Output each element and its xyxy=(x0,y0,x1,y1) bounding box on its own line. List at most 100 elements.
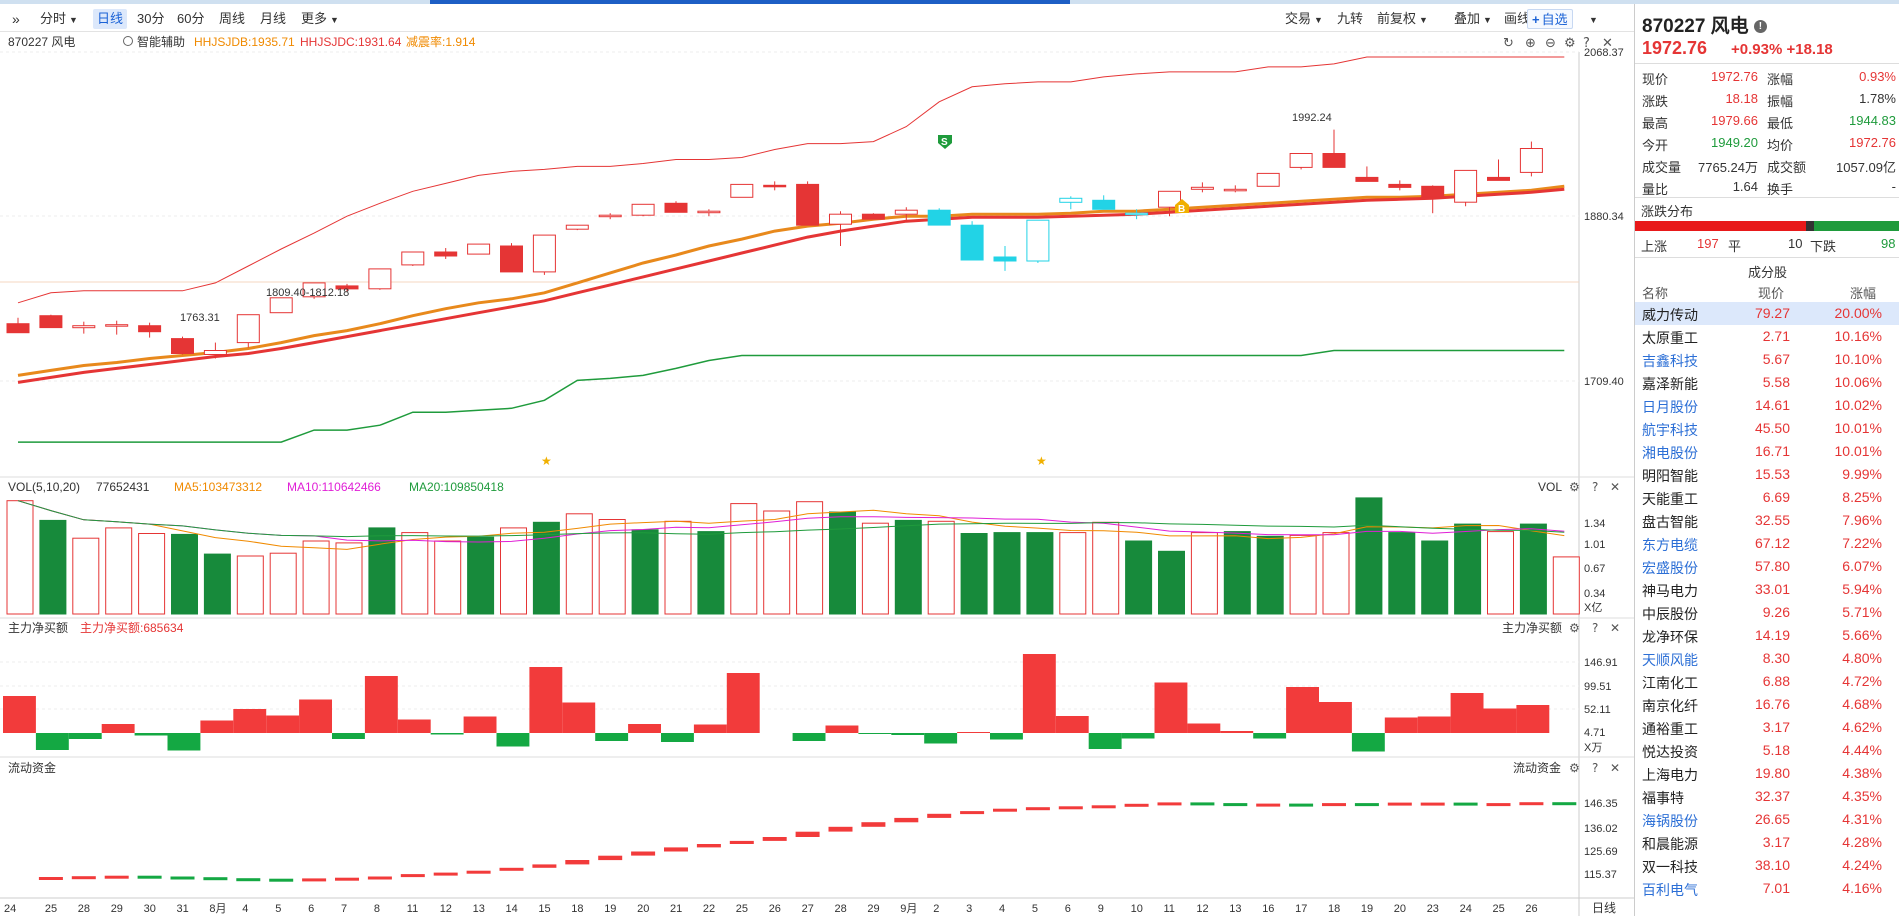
stock-name[interactable]: 明阳智能 xyxy=(1642,468,1698,484)
close-icon[interactable]: ✕ xyxy=(1602,36,1613,51)
stock-row[interactable]: 太原重工 2.71 10.16% xyxy=(1635,325,1899,348)
draw-button[interactable]: 画线 xyxy=(1504,11,1531,26)
x-axis-label: 12 xyxy=(1196,903,1208,915)
stock-row[interactable]: 嘉泽新能 5.58 10.06% xyxy=(1635,371,1899,394)
adjust-button[interactable]: 前复权 ▼ xyxy=(1373,9,1432,29)
watchlist-caret[interactable]: ▼ xyxy=(1582,9,1602,29)
stock-row[interactable]: 神马电力 33.01 5.94% xyxy=(1635,578,1899,601)
assist-toggle-icon[interactable] xyxy=(123,36,133,46)
period-60min[interactable]: 60分 xyxy=(177,11,205,26)
candle xyxy=(39,314,63,329)
stock-row[interactable]: 宏盛股份 57.80 6.07% xyxy=(1635,555,1899,578)
stock-price: 33.01 xyxy=(1754,581,1790,597)
stock-row[interactable]: 双一科技 38.10 4.24% xyxy=(1635,854,1899,877)
stock-name[interactable]: 航宇科技 xyxy=(1642,422,1698,438)
stock-name[interactable]: 中辰股份 xyxy=(1642,606,1698,622)
refresh-icon[interactable]: ↻ xyxy=(1503,36,1514,51)
close-icon[interactable]: ✕ xyxy=(1610,480,1620,494)
jiuzhuan-button[interactable]: 九转 xyxy=(1337,11,1364,26)
settings-icon[interactable]: ⚙ xyxy=(1569,761,1580,775)
stock-row[interactable]: 盘古智能 32.55 7.96% xyxy=(1635,509,1899,532)
stock-name[interactable]: 百利电气 xyxy=(1642,882,1698,898)
candle xyxy=(631,203,655,217)
stock-row[interactable]: 南京化纤 16.76 4.68% xyxy=(1635,693,1899,716)
stock-name[interactable]: 悦达投资 xyxy=(1642,744,1698,760)
double-chevron-right-icon[interactable]: » xyxy=(12,11,20,27)
stock-name[interactable]: 吉鑫科技 xyxy=(1642,353,1698,369)
stock-name[interactable]: 威力传动 xyxy=(1642,307,1698,323)
stock-name[interactable]: 上海电力 xyxy=(1642,767,1698,783)
watchlist-button[interactable]: + 自选 xyxy=(1527,9,1573,29)
stock-name[interactable]: 天顺风能 xyxy=(1642,652,1698,668)
stock-row[interactable]: 东方电缆 67.12 7.22% xyxy=(1635,532,1899,555)
stock-row[interactable]: 上海电力 19.80 4.38% xyxy=(1635,762,1899,785)
col-price[interactable]: 现价 xyxy=(1758,286,1785,301)
help-icon[interactable]: ? xyxy=(1592,761,1598,775)
stock-name[interactable]: 宏盛股份 xyxy=(1642,560,1698,576)
period-more[interactable]: 更多 ▼ xyxy=(297,9,343,29)
stock-name[interactable]: 龙净环保 xyxy=(1642,629,1698,645)
flow-bar xyxy=(664,847,688,852)
stock-row[interactable]: 天顺风能 8.30 4.80% xyxy=(1635,647,1899,670)
stock-row[interactable]: 海锅股份 26.65 4.31% xyxy=(1635,808,1899,831)
stock-name[interactable]: 嘉泽新能 xyxy=(1642,376,1698,392)
stock-pct: 10.01% xyxy=(1834,420,1882,436)
stock-row[interactable]: 和晨能源 3.17 4.28% xyxy=(1635,831,1899,854)
stock-row[interactable]: 悦达投资 5.18 4.44% xyxy=(1635,739,1899,762)
stock-row[interactable]: 福事特 32.37 4.35% xyxy=(1635,785,1899,808)
minus-circle-icon[interactable]: ⊖ xyxy=(1545,36,1556,51)
stock-name[interactable]: 南京化纤 xyxy=(1642,698,1698,714)
settings-icon[interactable]: ⚙ xyxy=(1569,621,1580,635)
kline-chart[interactable]: 870227 风电 智能辅助 HHJSJDB:1935.71 HHJSJDC:1… xyxy=(0,33,1634,916)
stock-name[interactable]: 天能重工 xyxy=(1642,491,1698,507)
overlay-button[interactable]: 叠加 ▼ xyxy=(1450,9,1496,29)
stock-row[interactable]: 威力传动 79.27 20.00% xyxy=(1635,302,1899,325)
stock-row[interactable]: 吉鑫科技 5.67 10.10% xyxy=(1635,348,1899,371)
candle xyxy=(796,181,820,226)
stock-name[interactable]: 海锅股份 xyxy=(1642,813,1698,829)
sell-signal-marker[interactable]: S xyxy=(938,135,952,149)
stock-row[interactable]: 中辰股份 9.26 5.71% xyxy=(1635,601,1899,624)
buy-signal-marker[interactable]: B xyxy=(1175,199,1189,215)
period-daily[interactable]: 日线 xyxy=(93,9,128,29)
help-icon[interactable]: ? xyxy=(1592,621,1598,635)
stock-name[interactable]: 湘电股份 xyxy=(1642,445,1698,461)
stock-name[interactable]: 通裕重工 xyxy=(1642,721,1698,737)
period-weekly[interactable]: 周线 xyxy=(219,11,246,26)
close-icon[interactable]: ✕ xyxy=(1610,621,1620,635)
help-icon[interactable]: ? xyxy=(1592,480,1598,494)
stock-row[interactable]: 湘电股份 16.71 10.01% xyxy=(1635,440,1899,463)
stock-name[interactable]: 和晨能源 xyxy=(1642,836,1698,852)
x-axis-label: 10 xyxy=(1131,903,1143,915)
plus-circle-icon[interactable]: ⊕ xyxy=(1525,36,1536,51)
settings-icon[interactable]: ⚙ xyxy=(1564,36,1576,51)
col-pct[interactable]: 涨幅 xyxy=(1850,286,1877,301)
stock-row[interactable]: 天能重工 6.69 8.25% xyxy=(1635,486,1899,509)
stock-name[interactable]: 福事特 xyxy=(1642,790,1684,806)
period-monthly[interactable]: 月线 xyxy=(260,11,287,26)
candle-body xyxy=(401,251,425,266)
stock-row[interactable]: 百利电气 7.01 4.16% xyxy=(1635,877,1899,900)
stock-row[interactable]: 航宇科技 45.50 10.01% xyxy=(1635,417,1899,440)
period-fenshi[interactable]: 分时 ▼ xyxy=(36,9,82,29)
stock-row[interactable]: 通裕重工 3.17 4.62% xyxy=(1635,716,1899,739)
settings-icon[interactable]: ⚙ xyxy=(1569,480,1580,494)
stock-name[interactable]: 神马电力 xyxy=(1642,583,1698,599)
stock-row[interactable]: 龙净环保 14.19 5.66% xyxy=(1635,624,1899,647)
stock-name[interactable]: 双一科技 xyxy=(1642,859,1698,875)
stock-name[interactable]: 江南化工 xyxy=(1642,675,1698,691)
quote-row: 最高 1979.66 最低 1944.83 xyxy=(1635,110,1899,132)
close-icon[interactable]: ✕ xyxy=(1610,761,1620,775)
stock-row[interactable]: 江南化工 6.88 4.72% xyxy=(1635,670,1899,693)
trade-button[interactable]: 交易 ▼ xyxy=(1281,9,1327,29)
help-icon[interactable]: ? xyxy=(1583,36,1590,51)
stock-row[interactable]: 日月股份 14.61 10.02% xyxy=(1635,394,1899,417)
stock-name[interactable]: 东方电缆 xyxy=(1642,537,1698,553)
stock-name[interactable]: 太原重工 xyxy=(1642,330,1698,346)
period-30min[interactable]: 30分 xyxy=(137,11,165,26)
stock-row[interactable]: 明阳智能 15.53 9.99% xyxy=(1635,463,1899,486)
stock-name[interactable]: 日月股份 xyxy=(1642,399,1698,415)
col-name[interactable]: 名称 xyxy=(1642,286,1669,301)
info-icon[interactable]: ! xyxy=(1753,20,1767,34)
stock-name[interactable]: 盘古智能 xyxy=(1642,514,1698,530)
